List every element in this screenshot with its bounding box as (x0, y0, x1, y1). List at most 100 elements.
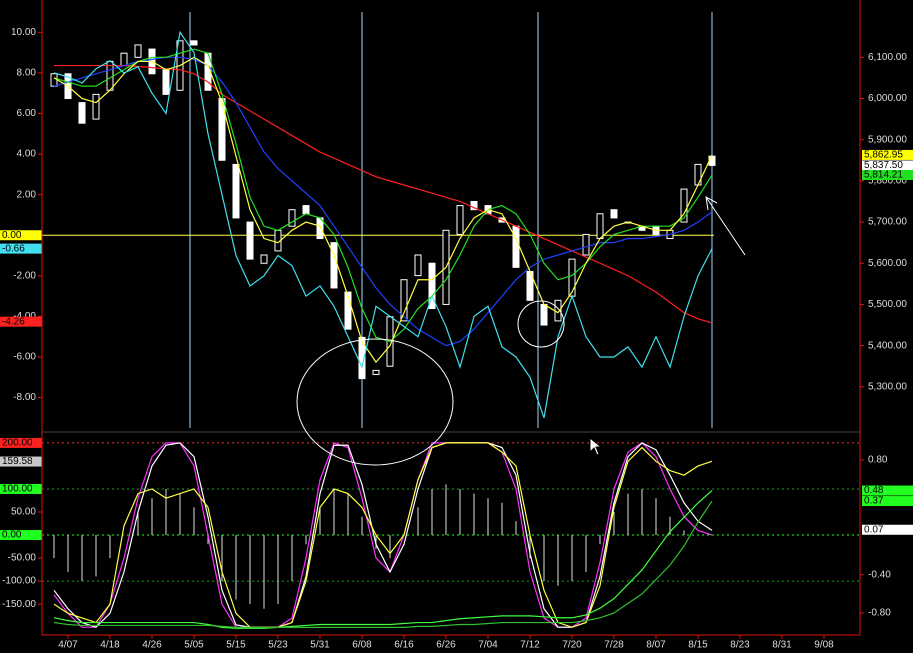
series-line (53, 56, 713, 364)
candle (190, 40, 198, 46)
value-badge (0, 316, 42, 327)
annotation-circle (517, 300, 565, 348)
candle (246, 221, 254, 260)
y-tick-label: 4.00 (17, 149, 37, 160)
y-tick-label: -2.00 (13, 270, 36, 281)
x-tick-label: 7/20 (562, 640, 582, 651)
y-tick-label: 2.00 (17, 189, 37, 200)
value-badge-label: 159.58 (2, 456, 33, 467)
x-tick-label: 8/23 (730, 640, 750, 651)
candle (92, 93, 100, 120)
y2-tick-label: 5,800.00 (868, 176, 907, 187)
value-badge (0, 437, 42, 448)
candle (344, 291, 352, 330)
y2-tick-label: -0.40 (868, 569, 891, 580)
x-tick-label: 8/15 (688, 640, 708, 651)
y-tick-label: 6.00 (17, 108, 37, 119)
y2-tick-label: 6,100.00 (868, 52, 907, 63)
candle (610, 209, 618, 219)
value-badge-label: 5,862.95 (864, 150, 903, 161)
candle (470, 200, 478, 211)
x-tick-label: 5/31 (310, 640, 330, 651)
candle (302, 205, 310, 215)
arrow-shaft (705, 196, 746, 256)
candle (162, 69, 170, 95)
candle (288, 209, 296, 227)
y-tick-label: -4.00 (13, 311, 36, 322)
candle (120, 52, 128, 67)
value-badge-label: 200.00 (2, 438, 33, 449)
x-tick-label: 4/07 (58, 640, 78, 651)
y2-tick-label: 5,500.00 (868, 299, 907, 310)
value-badge-label: 0.00 (2, 530, 22, 541)
series-line (53, 490, 713, 629)
y-tick-label: -6.00 (13, 352, 36, 363)
arrow-head (705, 196, 718, 211)
y-tick-label: -8.00 (13, 392, 36, 403)
series-line (53, 30, 713, 419)
y2-tick-label: 5,600.00 (868, 258, 907, 269)
candle (134, 44, 142, 58)
value-badge (0, 456, 42, 467)
y-tick-label: -50.00 (8, 553, 37, 564)
value-badge-label: 5,837.50 (864, 160, 903, 171)
value-badge (862, 485, 913, 496)
y-tick-label: 50.00 (11, 507, 36, 518)
y2-tick-label: 5,400.00 (868, 340, 907, 351)
candle (400, 279, 408, 322)
value-badge (0, 483, 42, 494)
value-badge (0, 530, 42, 541)
x-tick-label: 6/08 (352, 640, 372, 651)
x-tick-label: 7/28 (604, 640, 624, 651)
annotation-ellipse (296, 338, 454, 466)
mouse-cursor (589, 436, 603, 456)
candle (512, 225, 520, 268)
candle (260, 254, 268, 264)
x-tick-label: 8/07 (646, 640, 666, 651)
x-tick-label: 5/15 (226, 640, 246, 651)
value-badge (862, 170, 913, 181)
x-tick-label: 4/26 (142, 640, 162, 651)
candle (232, 163, 240, 219)
x-tick-label: 9/08 (814, 640, 834, 651)
annotation-arrow (705, 196, 746, 256)
x-tick-label: 7/04 (478, 640, 498, 651)
x-tick-label: 5/05 (184, 640, 204, 651)
plot: 10.00 8.00 6.00 4.00 2.00 -2.00 -4.00 -6.00 -8.0… (0, 27, 913, 651)
series-line (53, 442, 713, 628)
y2-tick-label: 5,700.00 (868, 217, 907, 228)
y-tick-label: 8.00 (17, 68, 37, 79)
y-tick-label: -150.00 (2, 599, 36, 610)
value-badge-label: 0.07 (864, 524, 884, 535)
y2-tick-label: 0.80 (868, 455, 888, 466)
candle (596, 213, 604, 240)
value-badge (0, 243, 42, 254)
x-tick-label: 5/23 (268, 640, 288, 651)
candle (540, 303, 548, 326)
series-line (53, 442, 713, 628)
value-badge-label: 100.00 (2, 484, 33, 495)
value-badge-label: 0.00 (2, 230, 22, 241)
series-line (53, 442, 713, 628)
value-badge-label: -0.66 (2, 243, 25, 254)
value-badge (862, 149, 913, 160)
candle (428, 262, 436, 310)
candle (456, 205, 464, 235)
y2-tick-label: 5,300.00 (868, 381, 907, 392)
value-badge-label: -4.26 (2, 316, 25, 327)
candle (218, 97, 226, 161)
candle (78, 102, 86, 124)
candle (680, 188, 688, 223)
candle (372, 369, 380, 375)
value-badge-label: 0.48 (864, 485, 884, 496)
value-badge (0, 230, 42, 241)
y-tick-label: 10.00 (11, 27, 36, 38)
x-tick-label: 7/12 (520, 640, 540, 651)
value-badge-label: 5,814.21 (864, 170, 903, 181)
candle (358, 336, 366, 380)
x-tick-label: 6/26 (436, 640, 456, 651)
y-tick-label: -100.00 (2, 576, 36, 587)
